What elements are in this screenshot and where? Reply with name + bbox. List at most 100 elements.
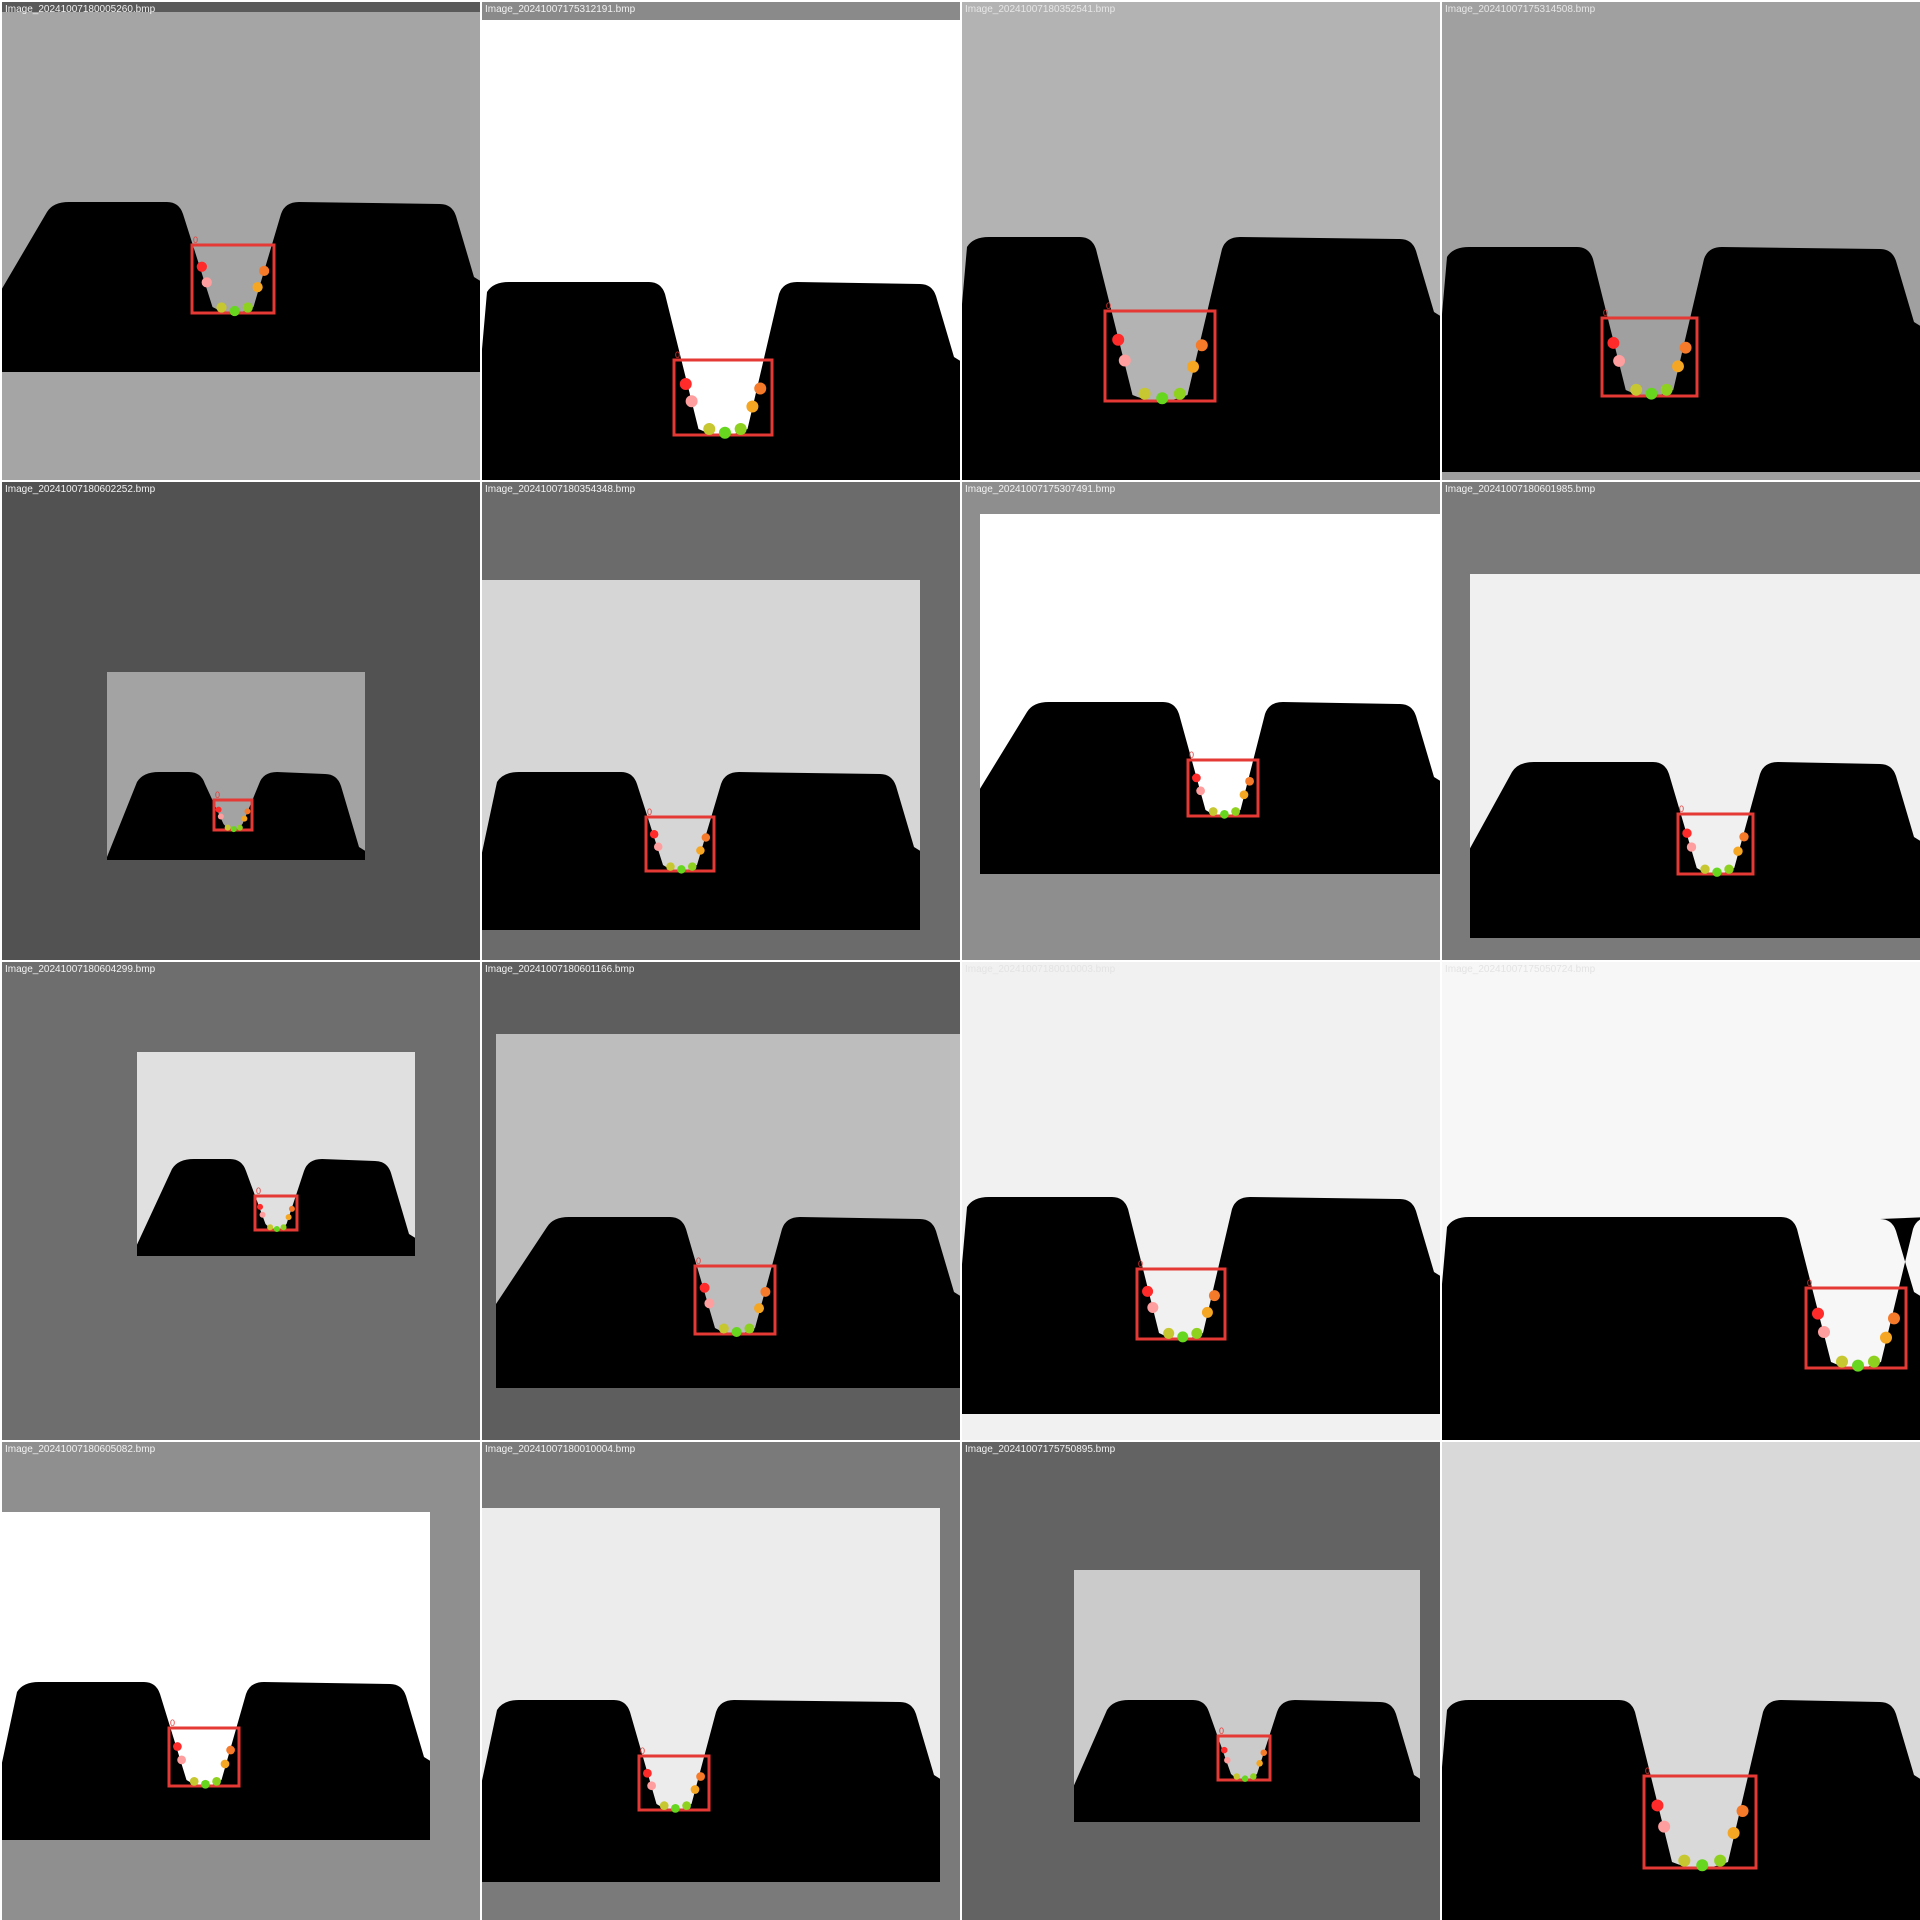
keypoint-marker bbox=[1173, 387, 1186, 400]
keypoint-marker bbox=[217, 813, 224, 820]
gear-silhouette bbox=[1470, 762, 1920, 938]
keypoint-marker bbox=[731, 1326, 742, 1337]
keypoint-marker bbox=[173, 1742, 182, 1751]
gear-silhouette bbox=[2, 1682, 430, 1840]
keypoint-marker bbox=[647, 1781, 656, 1791]
keypoint-marker bbox=[1245, 776, 1254, 786]
keypoint-marker bbox=[1739, 832, 1749, 842]
keypoint-marker bbox=[682, 1801, 691, 1811]
keypoint-marker bbox=[236, 824, 243, 831]
gear-silhouette bbox=[1442, 1700, 1920, 1920]
keypoint-marker bbox=[1163, 1327, 1175, 1339]
keypoint-marker bbox=[1686, 842, 1697, 852]
image-tile: 0 Image_20241007175750895.bmp bbox=[962, 1442, 1440, 1920]
tile-photo: 0 bbox=[482, 2, 960, 480]
keypoint-marker bbox=[1678, 1854, 1691, 1867]
detection-class-label: 0 bbox=[1189, 750, 1194, 760]
keypoint-marker bbox=[1836, 1355, 1848, 1368]
tile-photo: 0 bbox=[2, 1442, 480, 1920]
keypoint-marker bbox=[1233, 1773, 1240, 1780]
keypoint-marker bbox=[1256, 1760, 1263, 1767]
gear-silhouette bbox=[107, 772, 365, 860]
gear-silhouette bbox=[482, 772, 920, 930]
keypoint-marker bbox=[1208, 807, 1218, 816]
keypoint-marker bbox=[1220, 809, 1229, 819]
keypoint-marker bbox=[229, 305, 240, 317]
keypoint-marker bbox=[224, 824, 231, 831]
keypoint-marker bbox=[1147, 1302, 1159, 1313]
tile-photo: 0 bbox=[482, 962, 960, 1440]
keypoint-marker bbox=[671, 1804, 680, 1813]
keypoint-marker bbox=[230, 826, 237, 833]
image-tile: 0 Image_20241007180604299.bmp bbox=[2, 962, 480, 1440]
detection-class-label: 0 bbox=[647, 807, 652, 817]
keypoint-marker bbox=[216, 302, 227, 313]
keypoint-marker bbox=[201, 277, 212, 288]
keypoint-marker bbox=[1679, 341, 1692, 354]
keypoint-marker bbox=[1138, 387, 1151, 400]
keypoint-marker bbox=[687, 862, 697, 871]
keypoint-marker bbox=[754, 382, 767, 395]
keypoint-marker bbox=[1156, 392, 1169, 405]
image-tile: 0 Image_20241007180605082.bmp bbox=[2, 1442, 480, 1920]
keypoint-marker bbox=[1191, 1327, 1203, 1339]
image-tile: 0 Image_20241007180005260.bmp bbox=[2, 2, 480, 480]
image-tile: 0 Image_20241007180601166.bmp bbox=[482, 962, 960, 1440]
gear-silhouette bbox=[482, 282, 960, 480]
keypoint-marker bbox=[1682, 828, 1692, 838]
keypoint-marker bbox=[1118, 354, 1131, 367]
keypoint-marker bbox=[273, 1225, 280, 1232]
detection-class-label: 0 bbox=[696, 1256, 701, 1266]
keypoint-marker bbox=[1714, 1854, 1727, 1867]
gear-silhouette bbox=[137, 1159, 415, 1256]
image-tile: 0 Image_20241007180352541.bmp bbox=[962, 2, 1440, 480]
keypoint-marker bbox=[259, 265, 270, 276]
keypoint-marker bbox=[643, 1768, 652, 1778]
gear-silhouette bbox=[482, 1700, 940, 1882]
keypoint-marker bbox=[1192, 773, 1201, 783]
detection-class-label: 0 bbox=[256, 1186, 261, 1196]
detection-class-label: 0 bbox=[170, 1718, 175, 1728]
image-tile: 0 Image_20241007180354348.bmp bbox=[482, 482, 960, 960]
detection-class-label: 0 bbox=[1679, 804, 1684, 814]
image-tile: 0 Image_20241007175312191.bmp bbox=[482, 2, 960, 480]
keypoint-marker bbox=[653, 842, 663, 851]
keypoint-marker bbox=[718, 426, 731, 439]
tile-photo: 0 bbox=[1442, 962, 1920, 1440]
tile-photo: 0 bbox=[1442, 482, 1920, 960]
keypoint-marker bbox=[690, 1785, 700, 1794]
image-tile: 0 Image_20241007180602252.bmp bbox=[2, 482, 480, 960]
keypoint-marker bbox=[267, 1224, 274, 1231]
keypoint-marker bbox=[746, 400, 759, 413]
keypoint-marker bbox=[212, 1776, 221, 1786]
keypoint-marker bbox=[1142, 1285, 1154, 1297]
image-tile: 0 Image_20241007175050724.bmp bbox=[1442, 962, 1920, 1440]
detection-class-label: 0 bbox=[640, 1746, 645, 1756]
keypoint-marker bbox=[1658, 1820, 1671, 1833]
keypoint-marker bbox=[679, 378, 692, 390]
keypoint-marker bbox=[1607, 337, 1620, 349]
keypoint-marker bbox=[685, 395, 698, 408]
keypoint-marker bbox=[696, 846, 705, 855]
keypoint-marker bbox=[1712, 867, 1722, 877]
keypoint-marker bbox=[177, 1755, 186, 1765]
keypoint-marker bbox=[666, 862, 675, 871]
tile-photo: 0 bbox=[2, 2, 480, 480]
keypoint-marker bbox=[259, 1211, 266, 1218]
tile-photo: 0 bbox=[2, 962, 480, 1440]
tile-photo: 0 bbox=[962, 1442, 1440, 1920]
keypoint-marker bbox=[215, 806, 222, 813]
tile-photo: 0 bbox=[482, 1442, 960, 1920]
image-tile: 0 Image_20241007180601985.bmp bbox=[1442, 482, 1920, 960]
keypoint-marker bbox=[744, 1323, 755, 1334]
keypoint-marker bbox=[703, 423, 716, 435]
keypoint-marker bbox=[285, 1214, 292, 1221]
keypoint-marker bbox=[1250, 1773, 1257, 1780]
detection-class-label: 0 bbox=[675, 350, 680, 360]
keypoint-marker bbox=[1852, 1359, 1864, 1372]
detection-class-label: 0 bbox=[215, 790, 220, 800]
tile-photo: 0 bbox=[1442, 2, 1920, 480]
keypoint-marker bbox=[1696, 1859, 1709, 1872]
detection-class-label: 0 bbox=[1645, 1766, 1650, 1776]
image-tile: 0 bbox=[1442, 1442, 1920, 1920]
